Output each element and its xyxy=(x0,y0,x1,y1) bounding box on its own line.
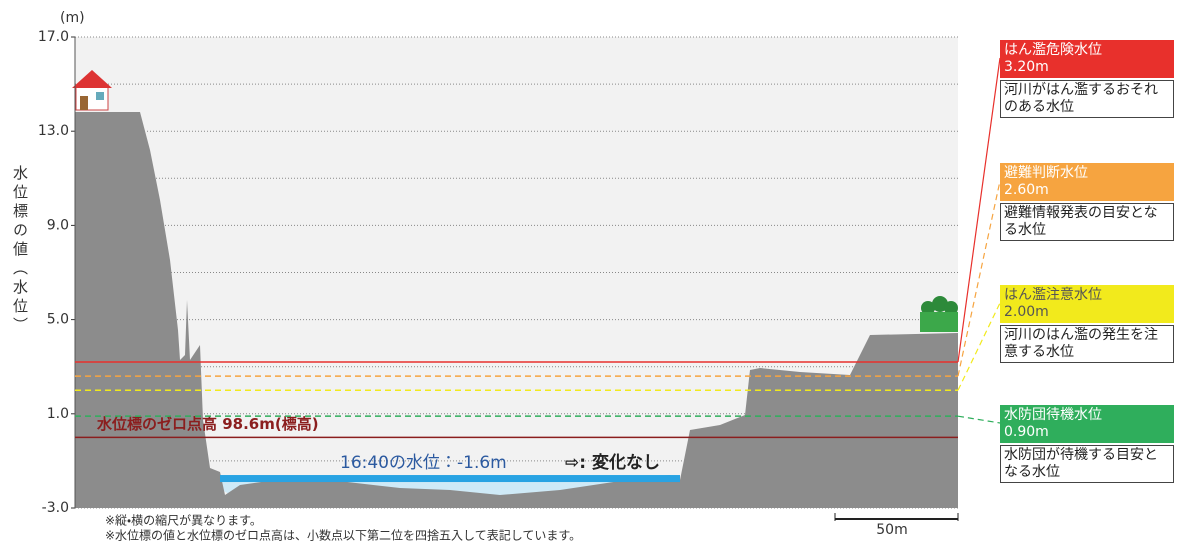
y-axis-label: 水位標の値（水位） xyxy=(10,165,31,336)
level-value: 2.60m xyxy=(1004,182,1170,199)
y-tick-label: 13.0 xyxy=(38,123,69,139)
level-value: 0.90m xyxy=(1004,424,1170,441)
water-change: ⇨: 変化なし xyxy=(565,452,660,473)
y-tick-label: 9.0 xyxy=(47,217,69,233)
y-tick-label: 5.0 xyxy=(47,312,69,328)
level-description: 河川のはん濫の発生を注意する水位 xyxy=(1000,325,1174,363)
y-tick-label: 1.0 xyxy=(47,406,69,422)
level-name: 水防団待機水位 xyxy=(1004,407,1170,424)
level-name: 避難判断水位 xyxy=(1004,165,1170,182)
level-name: はん濫危険水位 xyxy=(1004,42,1170,59)
y-unit: (m) xyxy=(60,10,85,26)
y-tick-label: 17.0 xyxy=(38,29,69,45)
connector xyxy=(958,416,1000,423)
level-description: 水防団が待機する目安となる水位 xyxy=(1000,445,1174,483)
water-label: 16:40の水位：-1.6m xyxy=(340,453,507,473)
water-level xyxy=(220,475,680,482)
zero-line-label: 水位標のゼロ点高 98.6m(標高) xyxy=(96,415,319,433)
tree-icon xyxy=(920,296,958,332)
level-value: 2.00m xyxy=(1004,304,1170,321)
page: 16:40の水位：-1.6m⇨: 変化なし水位標のゼロ点高 98.6m(標高) … xyxy=(0,0,1177,545)
note: ※水位標の値と水位標のゼロ点高は、小数点以下第二位を四捨五入して表記しています。 xyxy=(105,528,581,543)
note: ※縦・横の縮尺が異なります。 xyxy=(105,513,262,528)
level-description: 河川がはん濫するおそれのある水位 xyxy=(1000,80,1174,118)
level-value: 3.20m xyxy=(1004,59,1170,76)
level-name: はん濫注意水位 xyxy=(1004,287,1170,304)
scale-label: 50m xyxy=(876,522,907,538)
level-description: 避難情報発表の目安となる水位 xyxy=(1000,203,1174,241)
y-tick-label: -3.0 xyxy=(42,500,69,516)
